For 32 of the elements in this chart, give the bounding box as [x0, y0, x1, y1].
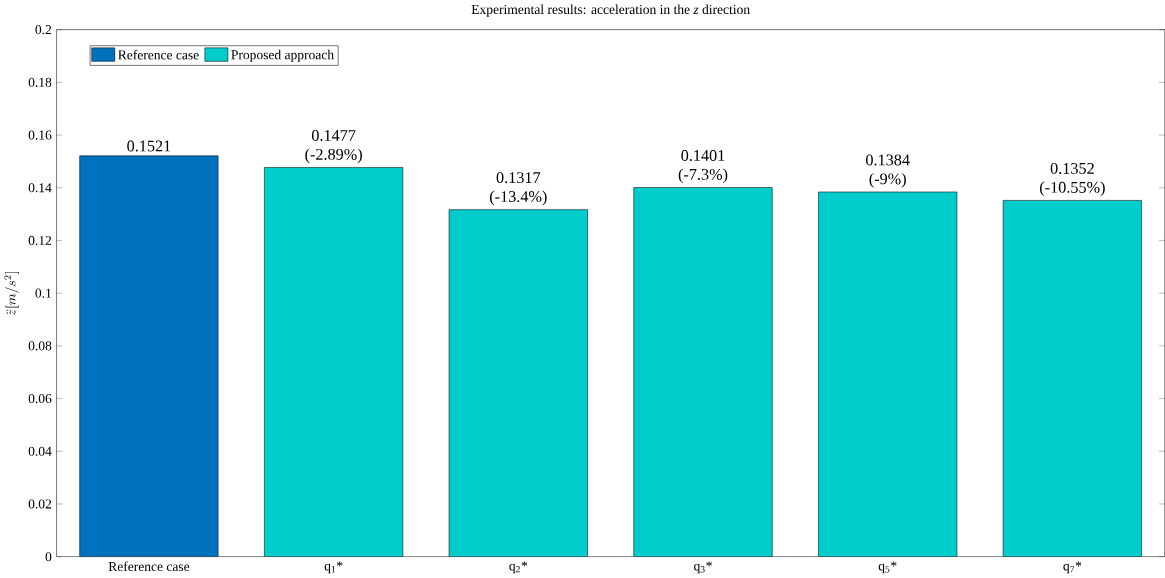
x-tick-label: q$_{3}$*	[694, 561, 712, 574]
chart-title: Experimental results: acceleration in the z direction	[471, 4, 750, 17]
y-tick-label: 0.16	[28, 130, 52, 140]
legend-label: Reference case	[118, 49, 199, 60]
y-tick-label: 0.14	[28, 183, 52, 193]
y-tick-label: 0.02	[28, 499, 52, 509]
x-tick-label: Reference case	[108, 561, 190, 572]
y-tick-label: 0.12	[28, 236, 52, 246]
y-tick-label: 0.06	[28, 394, 52, 404]
data-label: 0.1352 (-10.55%)	[1040, 163, 1105, 197]
y-tick-label: 0.18	[28, 77, 52, 88]
x-tick-label: q$_{2}$*	[509, 561, 528, 574]
bar	[448, 209, 588, 557]
bar	[264, 167, 404, 557]
data-label: 0.1521	[127, 140, 171, 152]
data-label: 0.1401 (-7.3%)	[678, 150, 728, 184]
bar	[633, 187, 773, 557]
y-tick-label: 0.2	[35, 25, 52, 35]
x-tick-label: q$_{5}$*	[878, 561, 897, 574]
x-tick-label: q$_{7}$*	[1063, 561, 1082, 574]
legend-label: Proposed approach	[231, 49, 334, 63]
bar	[1002, 200, 1142, 557]
y-axis-title: $\ddot{z}[m/s^2]$	[4, 272, 19, 316]
x-tick-label: q$_{1}$*	[324, 561, 343, 574]
y-tick-label: 0.1	[35, 288, 52, 298]
data-label: 0.1384 (-9%)	[866, 154, 910, 188]
data-label: 0.1477 (-2.89%)	[305, 130, 362, 164]
y-tick-label: 0.08	[28, 341, 52, 351]
bar	[818, 191, 958, 557]
y-tick-label: 0.04	[28, 446, 52, 457]
y-tick-label: 0	[45, 552, 52, 562]
data-label: 0.1317 (-13.4%)	[490, 172, 547, 206]
